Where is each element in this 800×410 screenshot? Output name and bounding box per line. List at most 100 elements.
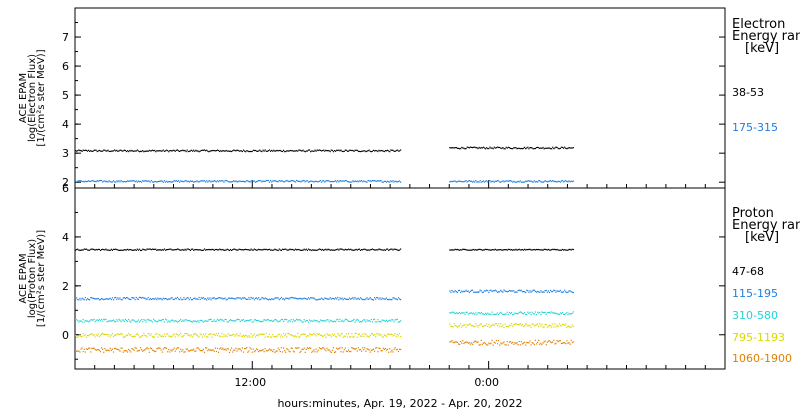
data-point xyxy=(154,180,156,183)
data-point xyxy=(497,146,500,149)
data-point xyxy=(122,181,124,183)
data-point xyxy=(546,249,548,251)
data-point xyxy=(125,297,128,299)
data-point xyxy=(219,180,221,182)
data-point xyxy=(540,314,542,316)
data-point xyxy=(79,249,81,251)
data-point xyxy=(497,340,500,342)
data-point xyxy=(278,349,280,351)
data-point xyxy=(248,297,250,299)
data-point xyxy=(180,150,182,152)
data-point xyxy=(98,318,101,320)
data-point xyxy=(259,321,261,323)
data-point xyxy=(553,180,555,183)
data-point xyxy=(103,333,105,336)
data-point xyxy=(312,180,314,183)
data-point xyxy=(76,150,78,152)
data-point xyxy=(180,180,182,182)
data-point xyxy=(486,248,488,251)
data-point xyxy=(482,146,485,148)
data-point xyxy=(396,149,398,151)
data-point xyxy=(190,349,193,351)
data-point xyxy=(521,181,524,183)
data-point xyxy=(502,249,504,251)
data-point xyxy=(116,298,118,300)
data-point xyxy=(186,333,188,335)
data-point xyxy=(196,347,198,349)
data-point xyxy=(480,249,482,251)
data-point xyxy=(101,150,103,152)
data-point xyxy=(288,150,290,152)
data-point xyxy=(354,332,356,335)
data-point xyxy=(553,148,555,150)
data-point xyxy=(102,332,104,335)
data-point xyxy=(78,321,80,323)
data-point xyxy=(517,313,519,315)
data-point xyxy=(253,299,255,301)
data-point xyxy=(153,318,155,320)
data-point xyxy=(149,347,151,349)
data-point xyxy=(572,291,574,294)
data-point xyxy=(98,180,101,182)
data-point xyxy=(151,321,154,323)
data-point xyxy=(515,147,517,149)
data-point xyxy=(297,150,299,152)
data-point xyxy=(322,149,324,152)
data-point xyxy=(119,297,121,299)
data-point xyxy=(175,298,177,300)
data-point xyxy=(314,298,316,300)
data-point xyxy=(527,290,529,292)
data-point xyxy=(327,150,329,152)
data-point xyxy=(111,320,114,322)
data-point xyxy=(280,334,283,336)
data-point xyxy=(557,340,559,343)
data-point xyxy=(107,349,109,351)
data-point xyxy=(195,181,197,183)
data-point xyxy=(76,248,78,251)
data-point xyxy=(257,319,259,322)
data-point xyxy=(567,291,569,293)
data-point xyxy=(345,318,348,321)
data-point xyxy=(501,181,503,183)
data-point xyxy=(101,347,103,349)
data-point xyxy=(229,319,232,321)
data-point xyxy=(476,181,478,183)
data-point xyxy=(549,325,552,327)
data-point xyxy=(249,150,251,153)
data-point xyxy=(356,298,358,300)
data-point xyxy=(285,248,287,250)
data-point xyxy=(361,335,363,337)
data-point xyxy=(157,336,159,338)
data-point xyxy=(337,149,339,152)
data-point xyxy=(292,319,294,321)
data-point xyxy=(393,248,395,250)
data-point xyxy=(455,249,457,251)
data-point xyxy=(176,347,179,349)
data-point xyxy=(181,249,183,251)
data-point xyxy=(99,179,102,182)
data-point xyxy=(301,180,303,182)
data-point xyxy=(322,180,324,182)
data-point xyxy=(558,290,560,292)
data-point xyxy=(109,320,111,322)
data-point xyxy=(470,312,473,314)
data-point xyxy=(333,333,336,335)
data-point xyxy=(370,180,372,183)
data-point xyxy=(328,349,330,351)
data-point xyxy=(123,249,125,251)
data-point xyxy=(530,180,532,182)
data-point xyxy=(369,249,371,251)
data-point xyxy=(278,333,280,335)
data-point xyxy=(220,297,222,299)
data-point xyxy=(158,180,160,182)
data-point xyxy=(504,290,506,292)
data-point xyxy=(369,351,371,353)
data-point xyxy=(259,333,261,335)
data-point xyxy=(299,351,301,354)
data-point xyxy=(557,290,559,293)
data-point xyxy=(474,291,476,293)
data-point xyxy=(229,181,232,183)
data-point xyxy=(268,181,271,183)
data-point xyxy=(378,180,380,182)
data-point xyxy=(218,297,220,299)
